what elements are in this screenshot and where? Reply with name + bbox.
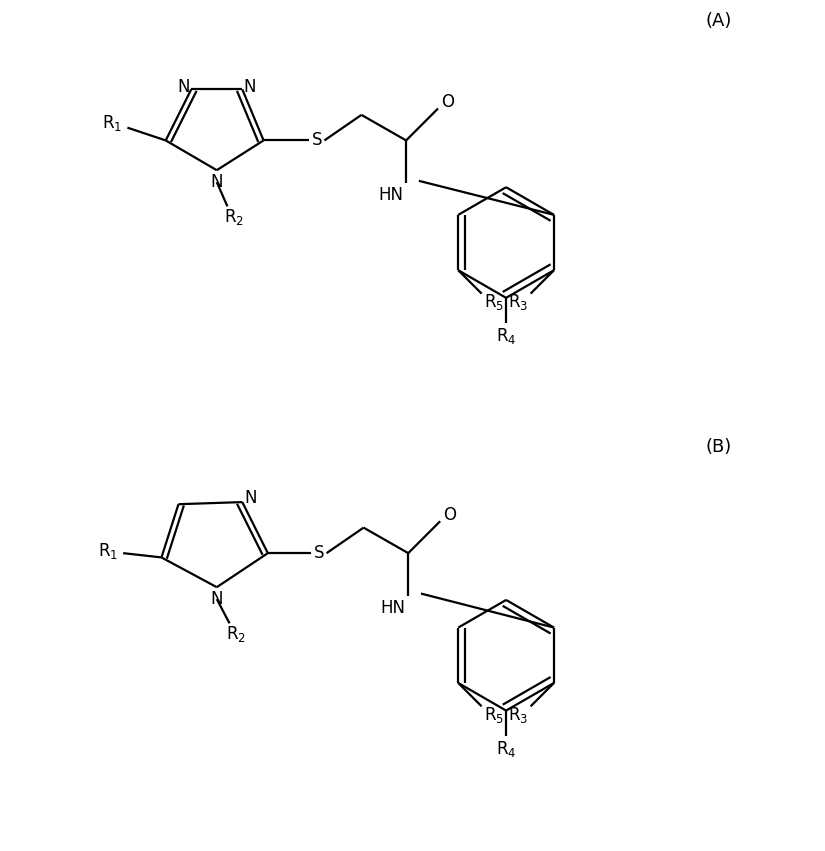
Text: N: N [177, 78, 190, 96]
Text: R$_5$: R$_5$ [484, 292, 504, 312]
Text: R$_4$: R$_4$ [496, 739, 516, 759]
Text: R$_1$: R$_1$ [102, 113, 123, 134]
Text: N: N [243, 78, 257, 96]
Text: R$_2$: R$_2$ [224, 207, 243, 227]
Text: R$_4$: R$_4$ [496, 326, 516, 346]
Text: O: O [443, 505, 456, 524]
Text: (A): (A) [705, 12, 732, 31]
Text: HN: HN [381, 598, 406, 617]
Text: R$_5$: R$_5$ [484, 705, 504, 725]
Text: R$_1$: R$_1$ [98, 541, 118, 561]
Text: S: S [312, 131, 322, 150]
Text: N: N [244, 488, 257, 507]
Text: N: N [210, 173, 223, 191]
Text: R$_3$: R$_3$ [507, 292, 528, 312]
Text: R$_3$: R$_3$ [507, 705, 528, 725]
Text: HN: HN [379, 186, 403, 204]
Text: O: O [441, 93, 454, 111]
Text: S: S [314, 544, 324, 563]
Text: (B): (B) [705, 437, 732, 456]
Text: N: N [210, 590, 223, 608]
Text: R$_2$: R$_2$ [226, 624, 246, 644]
